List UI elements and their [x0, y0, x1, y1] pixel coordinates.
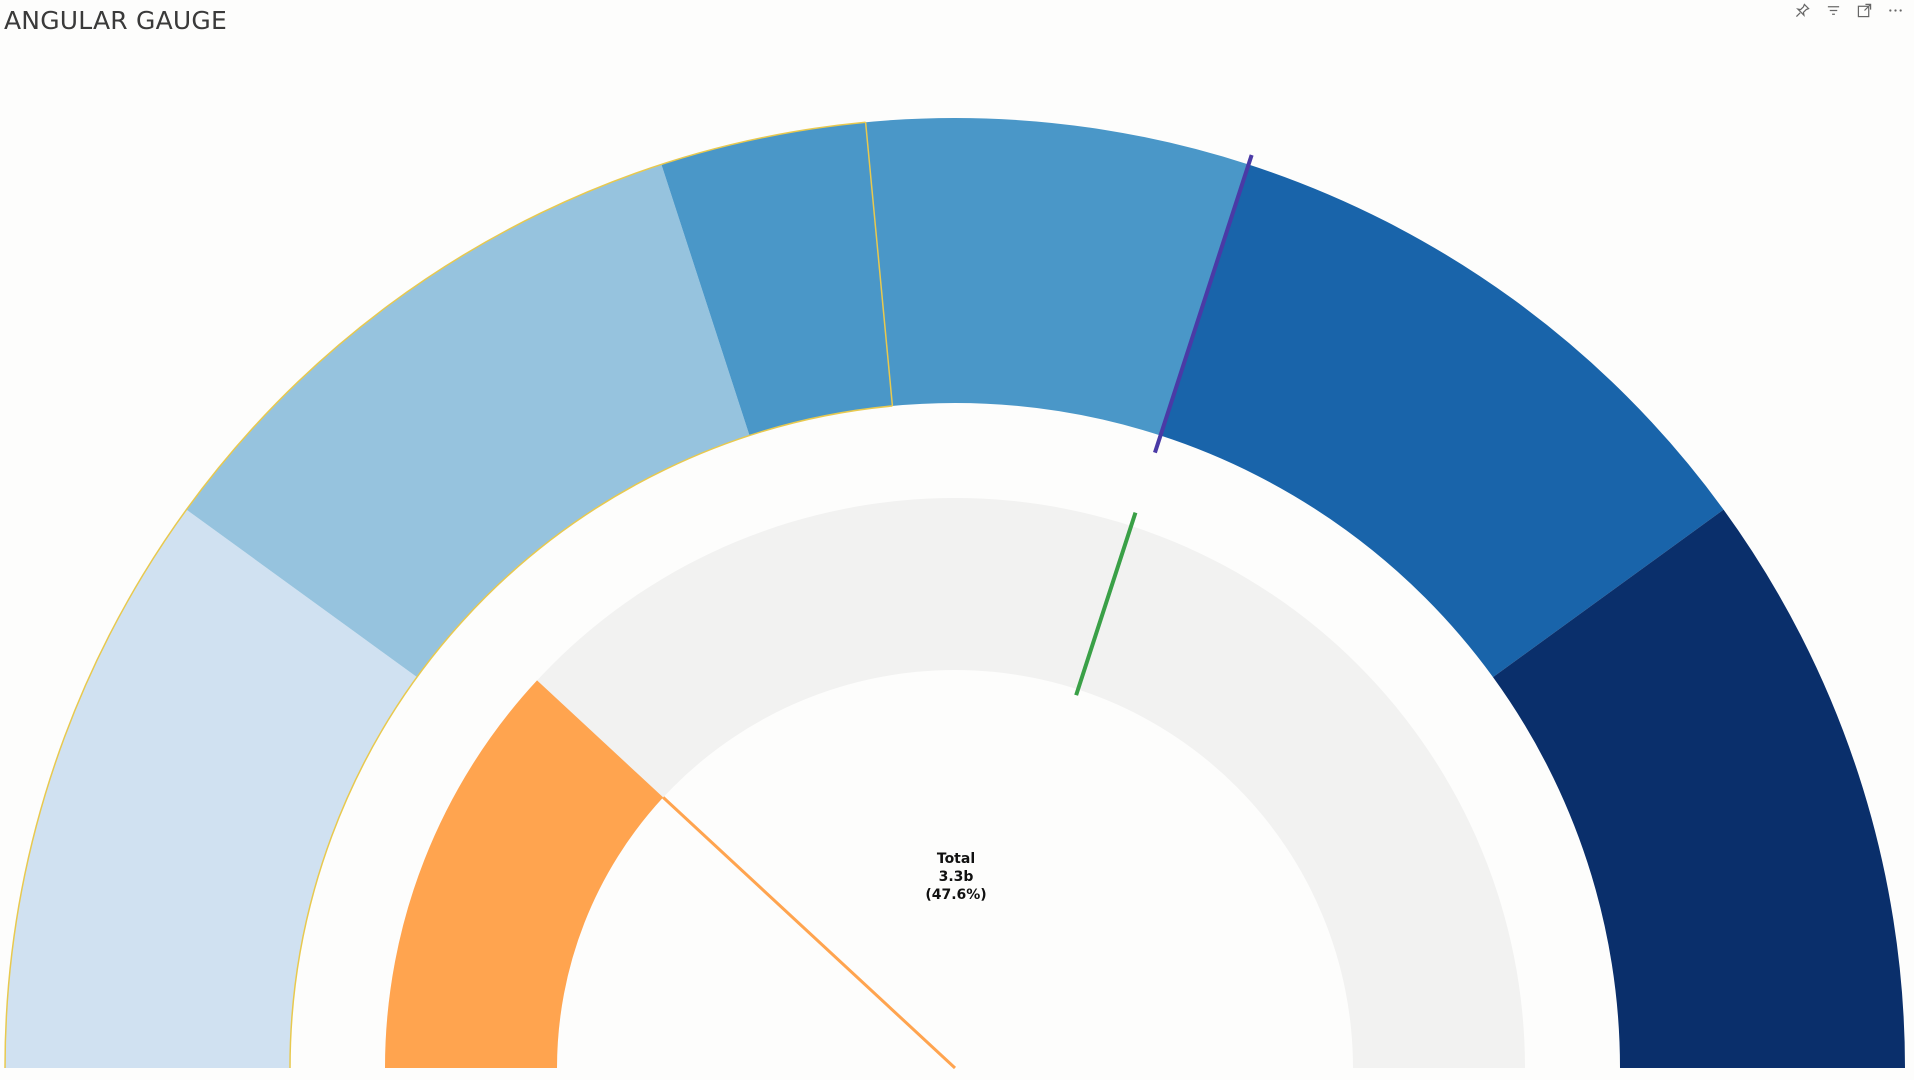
gauge-band-inner-edge	[289, 405, 893, 1069]
gauge-band-1	[5, 509, 418, 1068]
focus-mode-icon[interactable]	[1856, 2, 1873, 19]
gauge-value-needle	[662, 796, 957, 1070]
gauge-band-2	[186, 164, 750, 678]
filter-icon[interactable]	[1825, 2, 1842, 19]
gauge-band-5	[1492, 509, 1905, 1068]
gauge-outer-marker	[1153, 154, 1254, 454]
gauge-band-3	[661, 117, 1249, 436]
gauge-band-outer-edge	[4, 121, 866, 1069]
gauge-value-fill	[385, 680, 664, 1068]
gauge-band-4	[1160, 164, 1724, 678]
gauge-target-marker	[1074, 511, 1138, 696]
gauge-band-divider-1	[864, 122, 894, 407]
gauge-value-track	[385, 498, 1525, 1068]
visual-title: ANGULAR GAUGE	[4, 6, 227, 35]
center-label-value: 3.3b	[938, 869, 974, 885]
more-options-icon[interactable]	[1887, 2, 1904, 19]
visual-header-toolbar	[1794, 2, 1904, 19]
pin-icon[interactable]	[1794, 2, 1811, 19]
center-label-percent: (47.6%)	[925, 887, 987, 903]
gauge-center-label: Total 3.3b (47.6%)	[856, 850, 1056, 904]
center-label-title: Total	[936, 851, 976, 867]
